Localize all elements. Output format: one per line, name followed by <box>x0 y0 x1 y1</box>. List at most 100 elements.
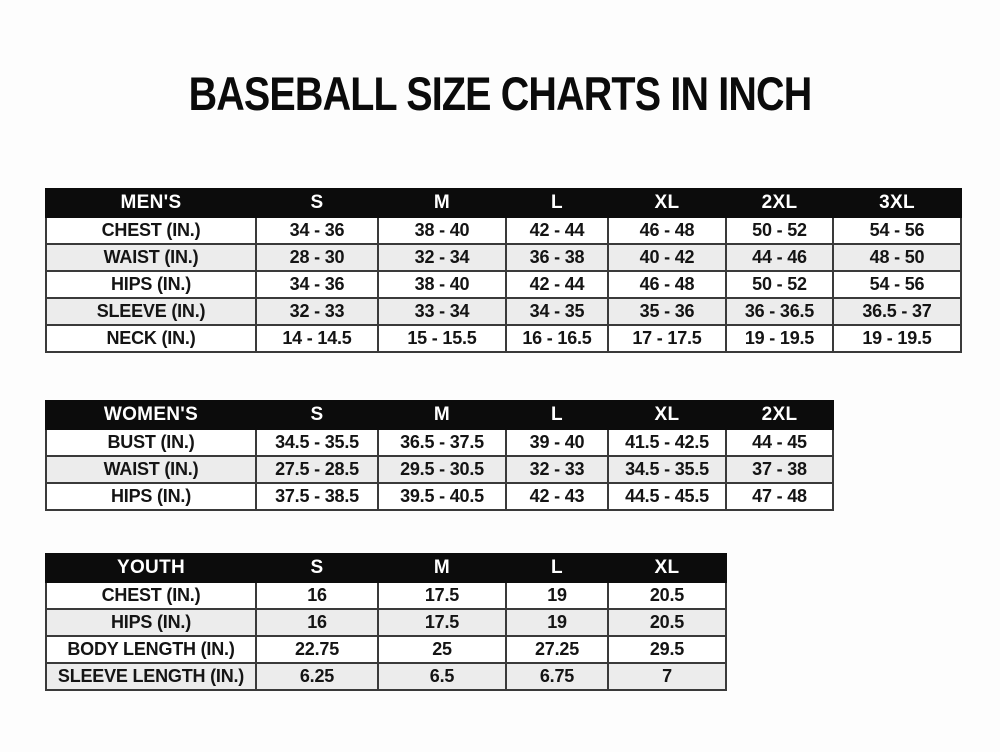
table-title-cell: MEN'S <box>45 188 257 218</box>
size-column-header: 3XL <box>832 188 962 218</box>
size-column-header: XL <box>607 553 727 583</box>
size-cell: 47 - 48 <box>725 482 834 511</box>
size-cell: 48 - 50 <box>832 243 962 272</box>
size-cell: 19 - 19.5 <box>832 324 962 353</box>
table-row: HIPS (IN.) 34 - 36 38 - 40 42 - 44 46 - 48 50… <box>45 270 962 299</box>
size-cell: 34.5 - 35.5 <box>255 428 379 457</box>
row-label: SLEEVE LENGTH (IN.) <box>45 662 257 691</box>
size-column-header: 2XL <box>725 400 834 430</box>
size-cell: 39.5 - 40.5 <box>377 482 507 511</box>
size-cell: 16 <box>255 581 379 610</box>
size-cell: 42 - 44 <box>505 216 609 245</box>
table-header-row: WOMEN'S S M L XL 2XL <box>45 400 834 430</box>
row-label: SLEEVE (IN.) <box>45 297 257 326</box>
size-cell: 19 - 19.5 <box>725 324 834 353</box>
table-header-row: YOUTH S M L XL <box>45 553 727 583</box>
size-cell: 27.25 <box>505 635 609 664</box>
row-label: HIPS (IN.) <box>45 270 257 299</box>
table-title-cell: WOMEN'S <box>45 400 257 430</box>
size-column-header: S <box>255 188 379 218</box>
size-column-header: M <box>377 188 507 218</box>
table-title-cell: YOUTH <box>45 553 257 583</box>
size-cell: 42 - 43 <box>505 482 609 511</box>
row-label: WAIST (IN.) <box>45 243 257 272</box>
size-cell: 29.5 <box>607 635 727 664</box>
row-label: CHEST (IN.) <box>45 216 257 245</box>
size-column-header: 2XL <box>725 188 834 218</box>
size-column-header: L <box>505 400 609 430</box>
size-column-header: M <box>377 553 507 583</box>
size-cell: 50 - 52 <box>725 270 834 299</box>
size-cell: 14 - 14.5 <box>255 324 379 353</box>
size-cell: 17.5 <box>377 581 507 610</box>
size-column-header: L <box>505 188 609 218</box>
size-cell: 7 <box>607 662 727 691</box>
size-cell: 15 - 15.5 <box>377 324 507 353</box>
size-cell: 34 - 36 <box>255 270 379 299</box>
size-cell: 17 - 17.5 <box>607 324 727 353</box>
size-cell: 34 - 36 <box>255 216 379 245</box>
size-cell: 27.5 - 28.5 <box>255 455 379 484</box>
womens-size-table: WOMEN'S S M L XL 2XL BUST (IN.) 34.5 - 35.5 36.5… <box>45 400 834 511</box>
table-row: NECK (IN.) 14 - 14.5 15 - 15.5 16 - 16.5 17 … <box>45 324 962 353</box>
size-cell: 29.5 - 30.5 <box>377 455 507 484</box>
size-cell: 6.75 <box>505 662 609 691</box>
size-column-header: XL <box>607 400 727 430</box>
table-row: CHEST (IN.) 34 - 36 38 - 40 42 - 44 46 - 48 5… <box>45 216 962 245</box>
size-cell: 41.5 - 42.5 <box>607 428 727 457</box>
page-title: BASEBALL SIZE CHARTS IN INCH <box>188 67 813 120</box>
size-cell: 25 <box>377 635 507 664</box>
size-cell: 36 - 36.5 <box>725 297 834 326</box>
size-column-header: L <box>505 553 609 583</box>
size-cell: 44 - 46 <box>725 243 834 272</box>
size-cell: 17.5 <box>377 608 507 637</box>
row-label: CHEST (IN.) <box>45 581 257 610</box>
size-column-header: M <box>377 400 507 430</box>
size-cell: 19 <box>505 581 609 610</box>
size-cell: 34.5 - 35.5 <box>607 455 727 484</box>
row-label: HIPS (IN.) <box>45 608 257 637</box>
youth-size-table: YOUTH S M L XL CHEST (IN.) 16 17.5 19 20.5 HIPS (I… <box>45 553 727 691</box>
size-cell: 37.5 - 38.5 <box>255 482 379 511</box>
table-row: HIPS (IN.) 37.5 - 38.5 39.5 - 40.5 42 - 43 4… <box>45 482 834 511</box>
size-column-header: S <box>255 553 379 583</box>
size-cell: 6.5 <box>377 662 507 691</box>
row-label: WAIST (IN.) <box>45 455 257 484</box>
size-cell: 22.75 <box>255 635 379 664</box>
size-cell: 28 - 30 <box>255 243 379 272</box>
size-cell: 6.25 <box>255 662 379 691</box>
table-row: BODY LENGTH (IN.) 22.75 25 27.25 29.5 <box>45 635 727 664</box>
table-row: BUST (IN.) 34.5 - 35.5 36.5 - 37.5 39 - 40 4… <box>45 428 834 457</box>
size-column-header: S <box>255 400 379 430</box>
size-cell: 19 <box>505 608 609 637</box>
size-cell: 54 - 56 <box>832 270 962 299</box>
size-cell: 20.5 <box>607 608 727 637</box>
row-label: NECK (IN.) <box>45 324 257 353</box>
table-row: SLEEVE LENGTH (IN.) 6.25 6.5 6.75 7 <box>45 662 727 691</box>
size-cell: 20.5 <box>607 581 727 610</box>
size-cell: 35 - 36 <box>607 297 727 326</box>
size-cell: 46 - 48 <box>607 216 727 245</box>
size-column-header: XL <box>607 188 727 218</box>
table-row: CHEST (IN.) 16 17.5 19 20.5 <box>45 581 727 610</box>
size-cell: 33 - 34 <box>377 297 507 326</box>
size-cell: 46 - 48 <box>607 270 727 299</box>
row-label: HIPS (IN.) <box>45 482 257 511</box>
size-cell: 50 - 52 <box>725 216 834 245</box>
size-cell: 16 - 16.5 <box>505 324 609 353</box>
table-row: WAIST (IN.) 27.5 - 28.5 29.5 - 30.5 32 - 33… <box>45 455 834 484</box>
row-label: BODY LENGTH (IN.) <box>45 635 257 664</box>
size-cell: 38 - 40 <box>377 216 507 245</box>
size-cell: 39 - 40 <box>505 428 609 457</box>
size-cell: 32 - 33 <box>505 455 609 484</box>
size-cell: 34 - 35 <box>505 297 609 326</box>
size-cell: 36.5 - 37 <box>832 297 962 326</box>
size-cell: 37 - 38 <box>725 455 834 484</box>
size-cell: 40 - 42 <box>607 243 727 272</box>
size-cell: 38 - 40 <box>377 270 507 299</box>
size-cell: 42 - 44 <box>505 270 609 299</box>
size-cell: 54 - 56 <box>832 216 962 245</box>
size-cell: 32 - 33 <box>255 297 379 326</box>
table-row: HIPS (IN.) 16 17.5 19 20.5 <box>45 608 727 637</box>
